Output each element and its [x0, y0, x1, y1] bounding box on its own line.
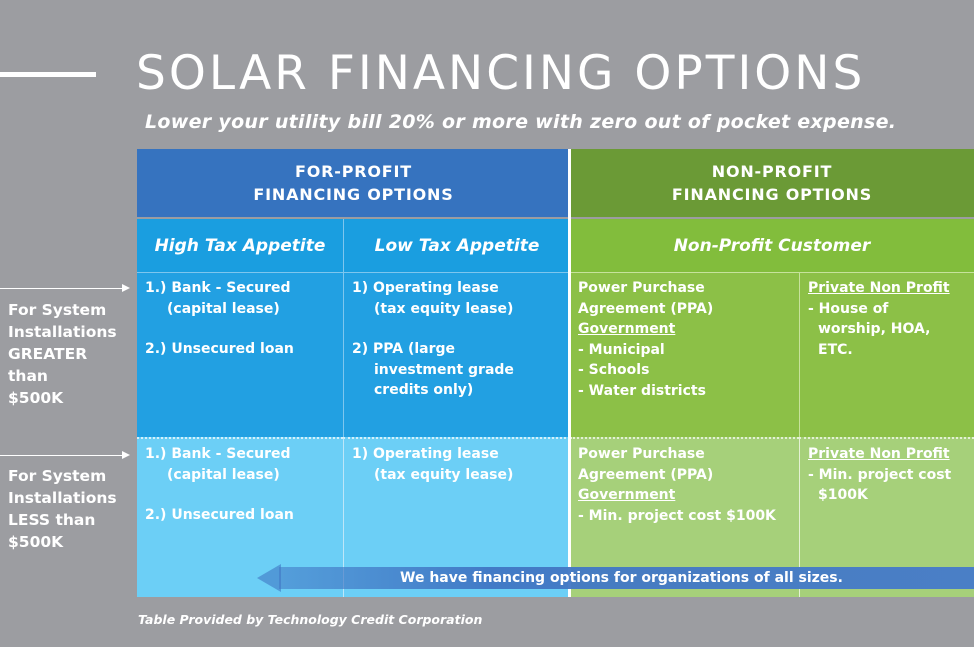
list-item: (capital lease)	[167, 466, 280, 483]
financing-table: FOR-PROFIT FINANCING OPTIONS NON-PROFIT …	[137, 149, 974, 597]
row-label-line: LESS than	[8, 511, 96, 529]
greater-high-tax-cell: 1.) Bank - Secured (capital lease) 2.) U…	[137, 272, 343, 437]
header-line: FOR-PROFIT	[295, 162, 412, 181]
row-label-less: For System Installations LESS than $500K	[8, 465, 130, 553]
non-profit-header: NON-PROFIT FINANCING OPTIONS	[570, 149, 974, 217]
list-item: ETC.	[818, 341, 853, 358]
low-tax-appetite-header: Low Tax Appetite	[343, 219, 570, 272]
banner-bar	[279, 567, 974, 589]
header-line: FINANCING OPTIONS	[253, 185, 454, 204]
list-item: - House of	[808, 300, 889, 317]
list-item: Power Purchase	[578, 280, 705, 296]
list-item: (tax equity lease)	[374, 300, 514, 317]
list-item: Agreement (PPA)	[578, 300, 714, 317]
list-item: 1) Operating lease	[352, 446, 499, 462]
list-item: - Min. project cost	[808, 466, 952, 483]
header-line: NON-PROFIT	[711, 162, 833, 181]
row-label-line: than	[8, 367, 48, 385]
list-item: - Water districts	[578, 382, 706, 399]
list-item: 2.) Unsecured loan	[145, 341, 294, 357]
row-less-arrow	[0, 451, 130, 459]
high-tax-appetite-header: High Tax Appetite	[137, 219, 343, 272]
greater-nonprofit-cell: Power Purchase Agreement (PPA) Governmen…	[570, 272, 799, 437]
list-item: - Schools	[578, 362, 650, 378]
list-item: (capital lease)	[167, 300, 280, 317]
list-heading: Private Non Profit	[808, 280, 950, 296]
footer-credit: Table Provided by Technology Credit Corp…	[138, 612, 483, 627]
row-label-line: $500K	[8, 533, 64, 551]
for-profit-header: FOR-PROFIT FINANCING OPTIONS	[137, 149, 570, 217]
row-label-line: Installations	[8, 489, 117, 507]
list-item: - Min. project cost $100K	[578, 507, 776, 524]
banner-arrow: We have financing options for organizati…	[257, 564, 974, 592]
greater-private-cell: Private Non Profit - House of worship, H…	[799, 272, 974, 437]
arrow-left-icon	[257, 564, 281, 592]
list-item: - Municipal	[578, 341, 665, 358]
row-label-greater: For System Installations GREATER than $5…	[8, 299, 130, 409]
list-heading: Government	[578, 321, 676, 337]
list-item: (tax equity lease)	[374, 466, 514, 483]
page-subtitle: Lower your utility bill 20% or more with…	[145, 111, 897, 133]
banner-text: We have financing options for organizati…	[400, 570, 843, 586]
greater-low-tax-cell: 1) Operating lease (tax equity lease) 2)…	[343, 272, 570, 437]
page-title: SOLAR FINANCING OPTIONS	[136, 46, 866, 101]
list-item: credits only)	[374, 382, 474, 398]
row-label-line: For System	[8, 467, 107, 485]
column-divider	[568, 149, 571, 597]
row-label-line: $500K	[8, 389, 64, 407]
list-item: $100K	[818, 487, 868, 503]
row-label-line: For System	[8, 301, 107, 319]
decorative-rule	[0, 72, 96, 77]
header-line: FINANCING OPTIONS	[671, 185, 873, 204]
row-label-line: Installations	[8, 323, 117, 341]
row-label-line: GREATER	[8, 345, 88, 363]
list-item: 1.) Bank - Secured	[145, 280, 291, 296]
list-heading: Government	[578, 487, 676, 503]
less-high-tax-cell: 1.) Bank - Secured (capital lease) 2.) U…	[137, 437, 343, 597]
list-item: worship, HOA,	[818, 321, 931, 337]
list-item: Power Purchase	[578, 446, 705, 462]
list-heading: Private Non Profit	[808, 446, 950, 462]
non-profit-customer-header: Non-Profit Customer	[570, 219, 974, 272]
list-item: 1.) Bank - Secured	[145, 446, 291, 462]
list-item: 2) PPA (large	[352, 341, 456, 357]
row-greater-arrow	[0, 284, 130, 292]
list-item: investment grade	[374, 361, 514, 378]
list-item: 1) Operating lease	[352, 280, 499, 296]
list-item: 2.) Unsecured loan	[145, 507, 294, 523]
list-item: Agreement (PPA)	[578, 466, 714, 483]
